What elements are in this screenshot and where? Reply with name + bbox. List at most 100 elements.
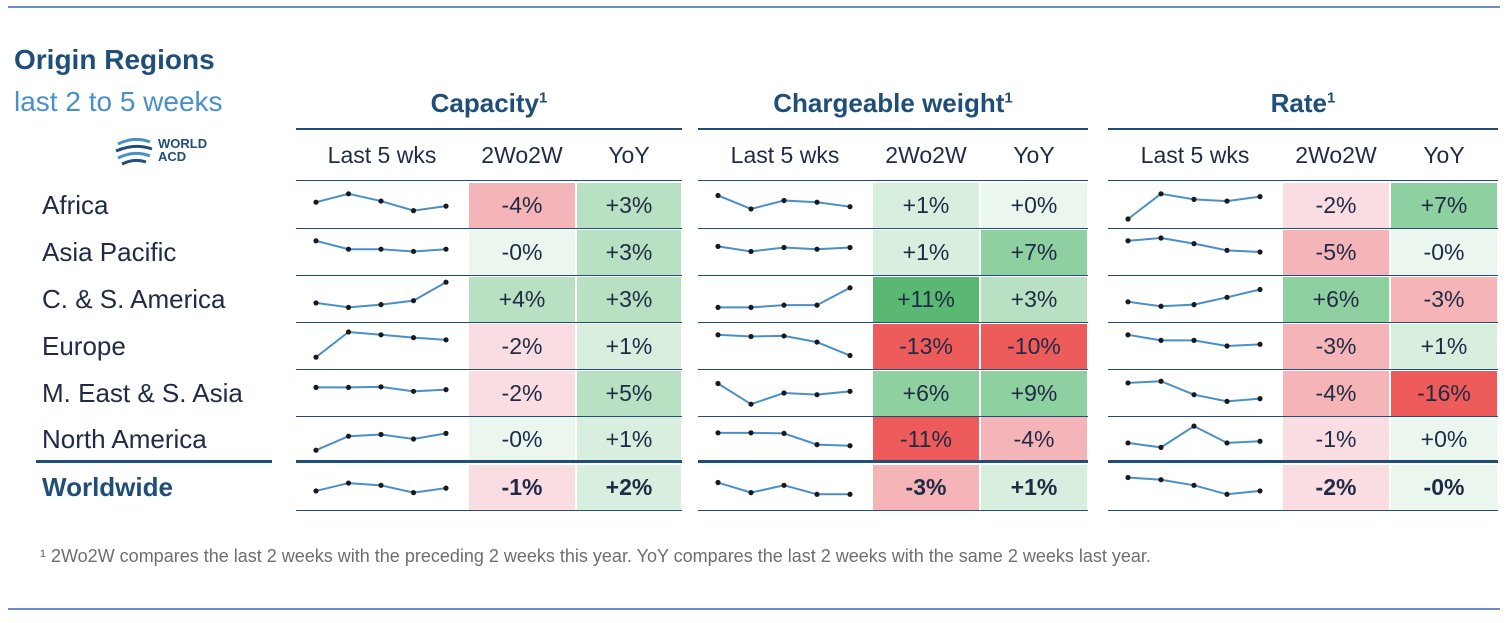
sparkline-point bbox=[410, 248, 417, 255]
sparkline-weight bbox=[715, 285, 853, 310]
sparkline bbox=[717, 333, 851, 357]
cell-capacity-2wo2w: +4% bbox=[469, 277, 575, 322]
sparkline-point bbox=[1257, 488, 1263, 494]
sparkline bbox=[1127, 424, 1261, 449]
group-line-rate bbox=[1108, 128, 1498, 130]
cell-weight-yoy: +1% bbox=[981, 465, 1087, 510]
sparkline-point bbox=[345, 191, 352, 197]
sparkline bbox=[717, 194, 851, 210]
sparkline-point bbox=[1224, 294, 1230, 300]
header-separator-rate bbox=[1108, 180, 1498, 181]
sparkline-point bbox=[847, 244, 853, 251]
cell-weight-yoy: +7% bbox=[981, 230, 1087, 275]
cell-rate-yoy: +7% bbox=[1391, 183, 1497, 228]
sparkline-rate bbox=[1125, 286, 1263, 309]
cell-weight-2wo2w: -3% bbox=[873, 465, 979, 510]
cell-weight-yoy: +0% bbox=[981, 183, 1087, 228]
sparkline-point bbox=[1158, 378, 1164, 384]
cell-capacity-yoy: +3% bbox=[577, 277, 681, 322]
row-label: Europe bbox=[42, 331, 126, 361]
cell-capacity-yoy: +1% bbox=[577, 417, 681, 462]
sparkline bbox=[316, 385, 447, 393]
sparkline-point bbox=[1257, 194, 1263, 200]
sparkline-capacity bbox=[313, 238, 449, 255]
logo-line1: WORLD bbox=[158, 136, 208, 151]
sparkline-point bbox=[443, 279, 449, 285]
sparkline-point bbox=[1257, 286, 1263, 293]
cell-capacity-2wo2w: -0% bbox=[469, 417, 575, 462]
sparkline-point bbox=[313, 300, 319, 306]
sparkline bbox=[718, 286, 851, 309]
sparkline-point bbox=[443, 203, 449, 209]
sparkline-point bbox=[378, 198, 384, 204]
cell-weight-yoy: +9% bbox=[981, 371, 1087, 416]
sparkline bbox=[315, 330, 447, 358]
total-separator-rate bbox=[1108, 460, 1498, 463]
group-line-capacity bbox=[296, 128, 682, 130]
sparkline-point bbox=[443, 246, 449, 252]
sparkline bbox=[1127, 288, 1261, 308]
sparkline bbox=[717, 481, 850, 496]
sparkline-point bbox=[1125, 474, 1131, 481]
sparkline-point bbox=[715, 430, 721, 436]
row-separator bbox=[296, 228, 682, 229]
cell-weight-2wo2w: +1% bbox=[873, 230, 979, 275]
sparkline-point bbox=[1125, 332, 1131, 338]
footnote: ¹ 2Wo2W compares the last 2 weeks with t… bbox=[40, 546, 1151, 566]
sparkline-point bbox=[715, 304, 721, 310]
cell-rate-yoy: -0% bbox=[1391, 465, 1497, 510]
sparkline-point bbox=[1257, 341, 1263, 347]
header-separator-capacity bbox=[296, 180, 682, 181]
sparkline-point bbox=[781, 302, 787, 308]
sparkline-point bbox=[443, 430, 449, 436]
sparkline-point bbox=[410, 298, 417, 304]
sparkline-point bbox=[345, 433, 352, 439]
sparkline-point bbox=[1191, 482, 1197, 488]
sparkline-point bbox=[378, 246, 384, 252]
cell-rate-2wo2w: +6% bbox=[1283, 277, 1389, 322]
sparkline-point bbox=[345, 329, 352, 335]
sparkline-point bbox=[1191, 337, 1197, 343]
cell-capacity-yoy: +1% bbox=[577, 324, 681, 369]
cell-capacity-2wo2w: -4% bbox=[469, 183, 575, 228]
cell-weight-2wo2w: +1% bbox=[873, 183, 979, 228]
sparkline-point bbox=[1158, 235, 1164, 241]
col-head-rate-trend: Last 5 wks bbox=[1140, 142, 1250, 168]
sparkline-rate bbox=[1125, 423, 1263, 450]
total-separator-capacity bbox=[296, 460, 682, 463]
row-separator bbox=[296, 369, 682, 370]
row-separator bbox=[1108, 322, 1498, 323]
sparkline-capacity bbox=[313, 191, 449, 214]
row-separator bbox=[296, 275, 682, 276]
sparkline-point bbox=[814, 246, 820, 252]
sparkline-point bbox=[443, 387, 449, 393]
sparkline bbox=[1127, 333, 1261, 348]
sparkline-weight bbox=[715, 479, 853, 497]
row-label: Africa bbox=[42, 190, 109, 220]
sparkline-capacity bbox=[313, 279, 449, 310]
sparkline bbox=[717, 382, 851, 406]
sparkline-point bbox=[781, 333, 787, 339]
cell-weight-2wo2w: -13% bbox=[873, 324, 979, 369]
cell-weight-yoy: -10% bbox=[981, 324, 1087, 369]
col-head-capacity-yoy: YoY bbox=[608, 142, 650, 168]
sparkline-capacity bbox=[313, 329, 449, 360]
sparkline-point bbox=[410, 388, 417, 394]
col-head-weight-trend: Last 5 wks bbox=[730, 142, 840, 168]
group-title-rate: Rate1 bbox=[1270, 88, 1336, 118]
sparkline-capacity bbox=[313, 430, 449, 453]
cell-rate-yoy: -3% bbox=[1391, 277, 1497, 322]
sparkline-point bbox=[1191, 392, 1197, 398]
sparkline-point bbox=[1158, 444, 1164, 450]
sparkline-point bbox=[814, 199, 820, 205]
sparkline-point bbox=[345, 246, 352, 252]
sparkline-point bbox=[715, 192, 721, 199]
sparkline-point bbox=[1191, 196, 1197, 202]
sparkline-weight bbox=[715, 192, 853, 212]
sparkline-point bbox=[1125, 216, 1131, 222]
cell-weight-yoy: +3% bbox=[981, 277, 1087, 322]
sparkline-point bbox=[345, 304, 352, 310]
sparkline-weight bbox=[715, 430, 853, 449]
sparkline-point bbox=[814, 339, 820, 345]
sparkline-point bbox=[847, 352, 853, 359]
